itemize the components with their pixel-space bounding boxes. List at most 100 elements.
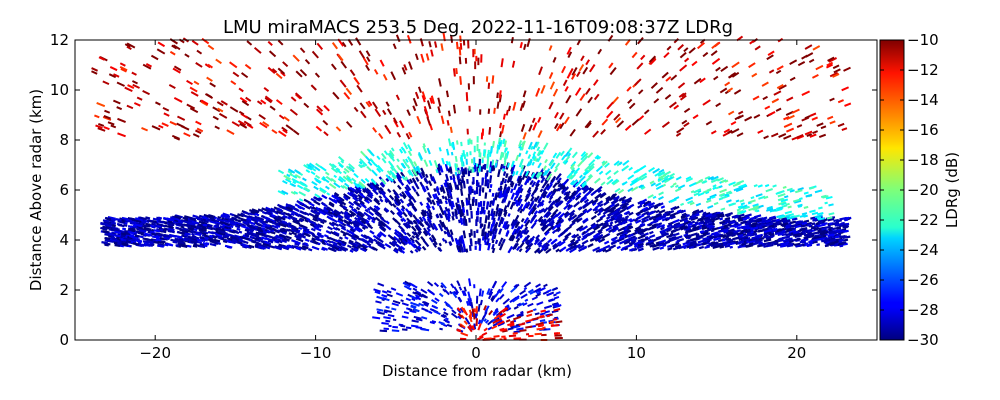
echo-gate [324,171,330,176]
echo-gate [394,201,399,207]
echo-gate [343,91,351,100]
echo-gate [722,221,728,226]
echo-gate [809,209,816,213]
echo-gate [817,229,822,233]
echo-gate [371,169,378,177]
echo-gate [393,191,399,197]
echo-gate [385,174,392,182]
echo-gate [792,198,801,203]
echo-gate [701,242,707,246]
echo-gate [308,212,315,217]
echo-gate [291,206,300,213]
echo-gate [519,41,523,49]
echo-gate [624,236,633,243]
echo-gate [782,185,787,189]
echo-gate [778,84,787,91]
echo-gate [734,224,740,228]
echo-gate [666,227,672,232]
echo-gate [450,151,454,156]
echo-gate [491,239,495,244]
echo-gate [134,234,140,238]
echo-gate [772,184,777,188]
echo-gate [347,187,354,193]
echo-gate [684,220,690,225]
echo-gate [622,164,630,171]
echo-gate [615,215,623,222]
echo-gate [538,218,542,223]
echo-gate [385,220,390,225]
echo-gate [274,240,280,244]
echo-gate [531,161,535,166]
echo-gate [354,196,359,201]
echo-gate [464,219,468,227]
echo-gate [364,177,370,183]
echo-gate [123,223,128,227]
echo-gate [190,224,197,229]
echo-gate [458,178,462,182]
echo-gate [529,195,535,202]
echo-gate [525,248,530,253]
echo-gate [426,230,432,237]
echo-gate [824,244,829,248]
echo-gate [748,237,756,242]
echo-gate [129,233,135,237]
echo-gate [815,222,819,226]
echo-gate [689,240,697,245]
echo-gate [107,216,116,220]
echo-gate [495,319,503,325]
echo-gate [553,308,561,312]
echo-gate [408,169,414,177]
echo-gate [292,178,300,184]
echo-gate [513,219,519,226]
echo-gate [687,222,693,227]
echo-gate [748,242,754,246]
echo-gate [711,195,716,199]
echo-gate [648,166,655,173]
echo-gate [126,45,132,50]
echo-gate [576,212,584,220]
echo-gate [195,129,202,135]
echo-gate [485,241,489,246]
echo-gate [400,162,406,169]
echo-gate [511,164,516,172]
echo-gate [443,323,448,328]
echo-gate [209,234,214,238]
echo-gate [415,184,420,190]
echo-gate [483,337,492,340]
echo-gate [236,227,241,231]
echo-gate [702,180,708,184]
echo-gate [634,244,639,248]
echo-gate [364,155,371,162]
echo-gate [392,318,397,322]
echo-gate [685,240,690,244]
echo-gate [200,100,209,107]
echo-gate [612,179,620,186]
echo-gate [765,219,772,224]
echo-gate [763,244,768,248]
echo-gate [679,51,687,59]
echo-gate [279,221,288,227]
echo-gate [710,50,718,57]
echo-gate [490,208,494,217]
echo-gate [751,72,758,78]
echo-gate [640,54,646,61]
echo-gate [391,203,397,209]
echo-gate [278,233,286,239]
echo-gate [390,71,397,81]
echo-gate [151,125,161,131]
echo-gate [580,151,587,157]
echo-gate [274,211,279,215]
echo-gate [198,244,206,249]
echo-gate [379,216,387,223]
echo-gate [222,240,228,244]
echo-gate [688,245,695,250]
echo-gate [691,224,696,228]
echo-gate [550,211,557,219]
echo-gate [731,71,740,78]
echo-gate [749,199,756,204]
echo-gate [555,320,563,324]
echo-gate [511,228,517,236]
echo-gate [563,204,570,211]
echo-gate [356,183,364,190]
echo-gate [540,190,547,197]
